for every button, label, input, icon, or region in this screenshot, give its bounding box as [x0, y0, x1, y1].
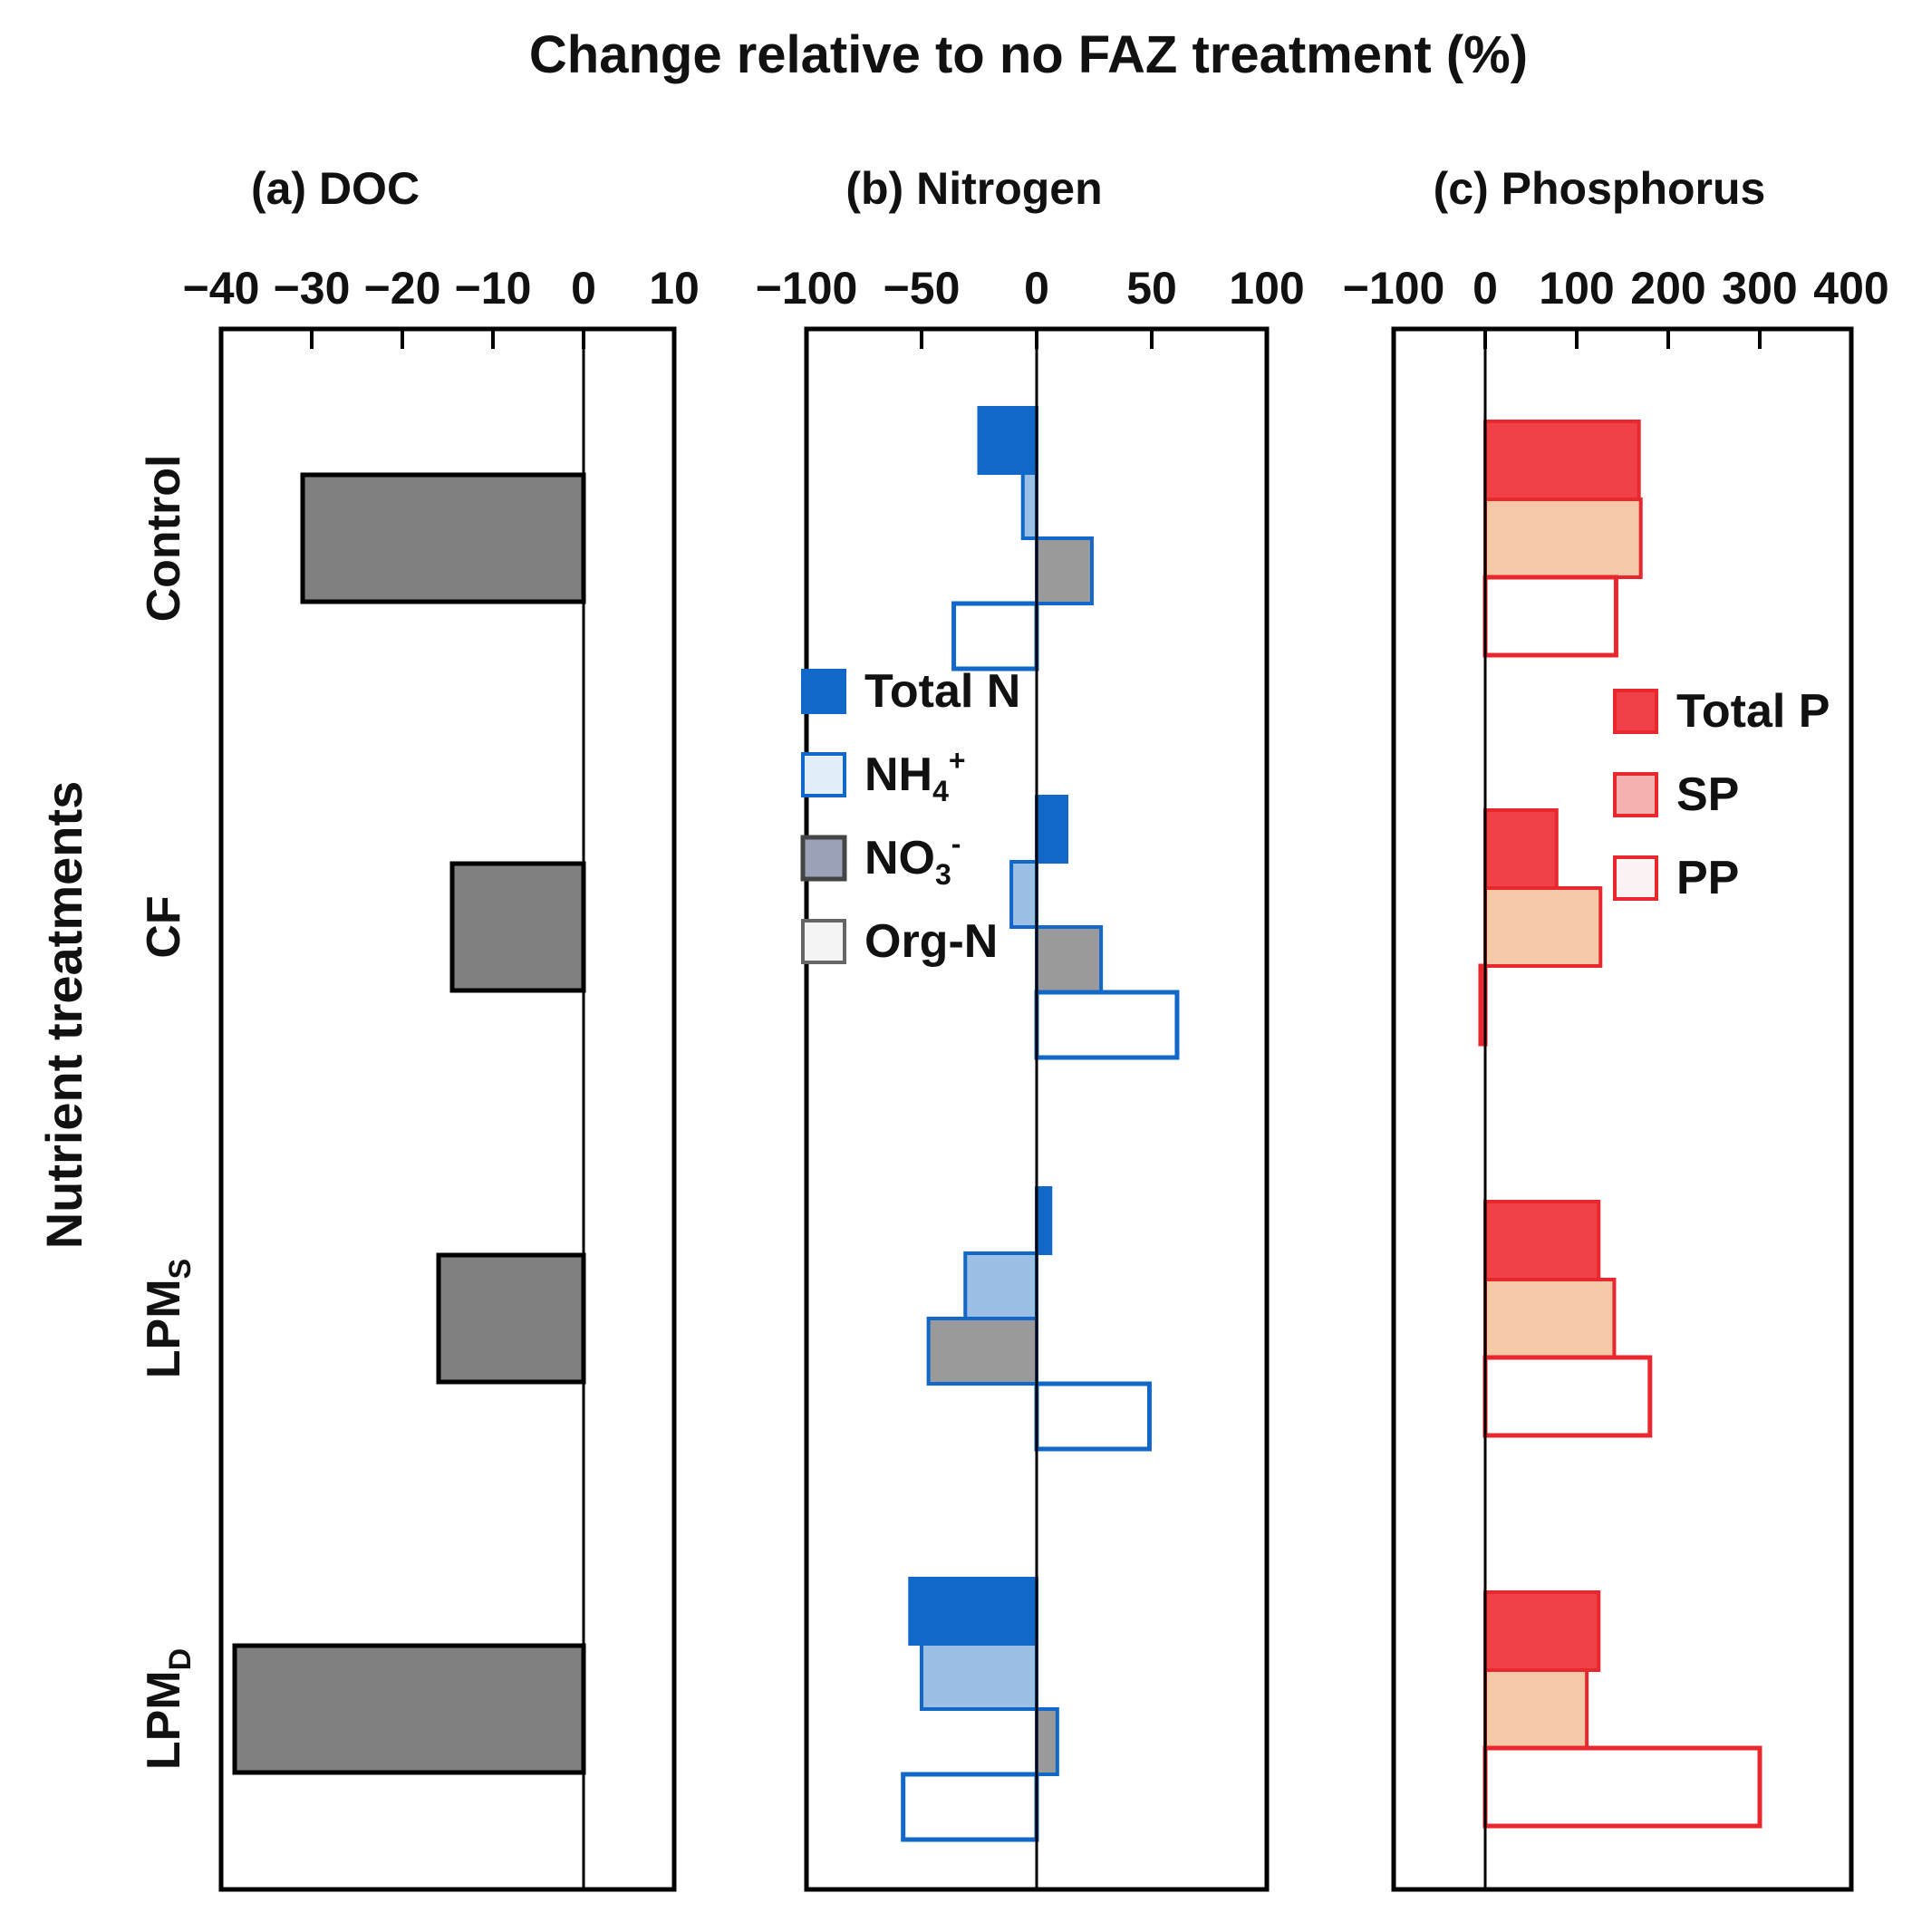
plot-frame-phosphorus [1391, 326, 1854, 1892]
bar-phosphorus-sp-lpmd [1483, 1668, 1589, 1750]
x-tick-label: −50 [884, 263, 961, 314]
x-tick-label: 50 [1126, 263, 1177, 314]
bar-nitrogen-nh4--cf [1009, 860, 1039, 929]
bar-nitrogen-total-n-control [977, 406, 1038, 475]
bar-nitrogen-org-n-cf [1034, 990, 1180, 1060]
x-tick-label: 0 [1024, 263, 1049, 314]
bar-phosphorus-sp-cf [1483, 886, 1603, 968]
bars-nitrogen [901, 406, 1180, 1842]
legend-nh4-label: NH4+ [864, 744, 966, 807]
x-ticks-doc: −40 −30 −20 −10 0 10 [183, 263, 700, 349]
x-tick-label: −100 [1343, 263, 1445, 314]
bar-doc-doc-control [300, 472, 586, 604]
category-label-lpms: LPMS [138, 1259, 198, 1378]
bar-nitrogen-total-n-lpmd [908, 1577, 1038, 1646]
bar-phosphorus-sp-control [1483, 497, 1643, 579]
bar-phosphorus-total-p-cf [1483, 808, 1559, 890]
bar-nitrogen-nh4--control [1020, 471, 1039, 540]
plot-frame-doc [218, 326, 677, 1892]
x-tick-label: 400 [1813, 263, 1888, 314]
category-label-lpmd: LPMD [138, 1648, 198, 1770]
bar-nitrogen-org-n-control [951, 601, 1039, 671]
legend-no3-swatch [800, 835, 847, 882]
bar-nitrogen-no3--control [1035, 536, 1094, 605]
legend-total-n-swatch [801, 669, 846, 714]
bar-phosphorus-sp-lpms [1483, 1278, 1617, 1359]
bar-nitrogen-nh4--lpmd [920, 1642, 1038, 1711]
legend-no3-label: NO3- [864, 827, 961, 891]
panel-doc: (a) DOC −40 −30 −20 −10 0 10 [183, 163, 700, 1892]
bar-nitrogen-total-n-cf [1035, 795, 1069, 864]
panel-title-phosphorus: (c) Phosphorus [1434, 163, 1766, 214]
bar-nitrogen-total-n-lpms [1035, 1186, 1053, 1255]
bar-doc-doc-lpmd [232, 1643, 586, 1775]
x-tick-label: 100 [1229, 263, 1304, 314]
x-tick-label: −40 [183, 263, 260, 314]
legend-pp-swatch [1613, 855, 1658, 901]
legend-sp-swatch [1613, 772, 1658, 817]
bar-nitrogen-no3--lpms [926, 1317, 1038, 1386]
bar-nitrogen-org-n-lpms [1034, 1381, 1152, 1452]
bar-nitrogen-no3--lpmd [1035, 1707, 1059, 1776]
x-tick-label: 100 [1539, 263, 1614, 314]
bar-nitrogen-org-n-lpmd [901, 1772, 1039, 1842]
x-tick-label: 300 [1722, 263, 1797, 314]
legend-total-p-swatch [1613, 689, 1658, 734]
bar-phosphorus-pp-lpms [1482, 1355, 1653, 1438]
panel-title-nitrogen: (b) Nitrogen [845, 163, 1102, 214]
main-title: Change relative to no FAZ treatment (%) [529, 25, 1528, 84]
x-tick-label: −30 [274, 263, 351, 314]
x-tick-label: −100 [756, 263, 858, 314]
legend-total-p-label: Total P [1676, 685, 1830, 738]
x-tick-label: −10 [455, 263, 532, 314]
legend-nitrogen: Total N NH4+ NO3- Org-N [800, 665, 1020, 968]
category-label-control: Control [138, 455, 190, 623]
x-tick-label: 0 [571, 263, 596, 314]
legend-pp-label: PP [1676, 852, 1739, 904]
bar-nitrogen-nh4--lpms [963, 1251, 1039, 1320]
legend-total-n-label: Total N [864, 665, 1020, 718]
bar-phosphorus-total-p-control [1483, 420, 1641, 501]
panel-title-doc: (a) DOC [251, 163, 420, 214]
legend-org-n-swatch [801, 919, 846, 964]
legend-org-n-label: Org-N [864, 915, 998, 968]
x-tick-label: 200 [1630, 263, 1705, 314]
category-label-cf: CF [138, 895, 190, 958]
bars-doc [232, 472, 586, 1775]
x-tick-label: −20 [364, 263, 441, 314]
x-ticks-phosphorus: −100 0 100 200 300 400 [1343, 263, 1889, 349]
x-ticks-nitrogen: −100 −50 0 50 100 [756, 263, 1305, 349]
bar-doc-doc-cf [449, 861, 586, 993]
panel-nitrogen: (b) Nitrogen −100 −50 0 50 100 Total N NH4+ NO… [756, 163, 1305, 1892]
bar-phosphorus-total-p-lpmd [1483, 1590, 1601, 1672]
bar-phosphorus-pp-lpmd [1482, 1745, 1762, 1829]
bar-phosphorus-pp-control [1482, 575, 1618, 658]
category-labels: Control CF LPMS LPMD [138, 455, 198, 1771]
legend-sp-label: SP [1676, 768, 1739, 821]
y-axis-title: Nutrient treatments [35, 781, 92, 1250]
bar-doc-doc-lpms [436, 1252, 586, 1385]
panel-phosphorus: (c) Phosphorus −100 0 100 200 300 400 Total P… [1343, 163, 1889, 1892]
legend-nh4-swatch [801, 752, 846, 797]
bars-phosphorus [1478, 420, 1762, 1829]
bar-phosphorus-total-p-lpms [1483, 1200, 1601, 1281]
x-tick-label: 0 [1473, 263, 1498, 314]
legend-phosphorus: Total P SP PP [1613, 685, 1830, 904]
x-tick-label: 10 [649, 263, 700, 314]
bar-nitrogen-no3--cf [1035, 925, 1104, 994]
